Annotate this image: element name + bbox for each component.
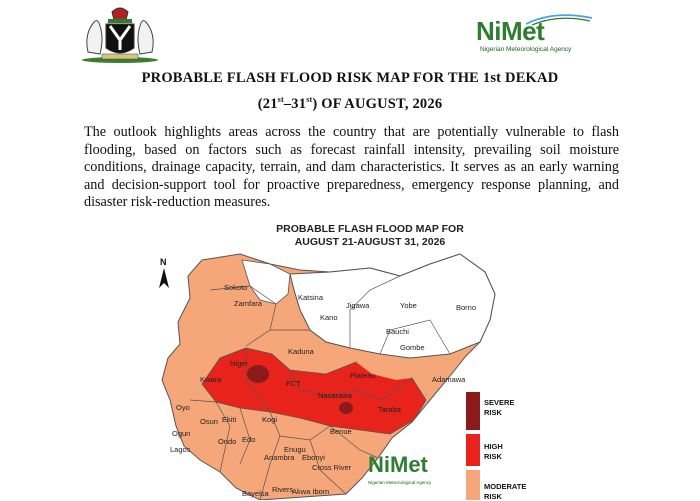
logo-text: NiMet (476, 16, 545, 46)
state-label-sokoto: Sokoto (224, 283, 247, 292)
state-label-edo: Edo (242, 435, 255, 444)
state-label-ebonyi: Ebonyi (302, 453, 325, 462)
north-arrow-icon: N (159, 257, 169, 288)
state-label-fct: FCT (286, 379, 301, 388)
nimet-logo: NiMet Nigerian Meteorological Agency (466, 12, 606, 58)
moderate-risk-pocket (356, 358, 412, 380)
state-label-ogun: Ogun (172, 429, 190, 438)
state-label-katsina: Katsina (298, 293, 324, 302)
state-label-plateau: Plateau (350, 371, 375, 380)
state-label-enugu: Enugu (284, 445, 306, 454)
state-label-jigawa: Jigawa (346, 301, 370, 310)
state-label-nasarawa: Nasarawa (318, 391, 353, 400)
map-logo-text: NiMet (368, 452, 428, 477)
legend-label-severe: SEVERE RISK (484, 398, 515, 417)
state-label-bayelsa: Bayelsa (242, 489, 270, 498)
map-title: PROBABLE FLASH FLOOD MAP FOR AUGUST 21-A… (276, 223, 464, 248)
state-label-yobe: Yobe (400, 301, 417, 310)
state-label-osun: Osun (200, 417, 218, 426)
north-label: N (160, 257, 167, 267)
logo-swoosh-icon (525, 14, 593, 26)
state-label-bauchi: Bauchi (386, 327, 409, 336)
state-label-taraba: Taraba (378, 405, 402, 414)
state-label-anambra: Anambra (264, 453, 295, 462)
coat-of-arms-icon (82, 7, 158, 63)
state-label-gombe: Gombe (400, 343, 425, 352)
state-label-niger: Niger (230, 359, 248, 368)
logo-tagline: Nigerian Meteorological Agency (480, 46, 572, 53)
state-label-benue: Benue (330, 427, 352, 436)
state-label-oyo: Oyo (176, 403, 190, 412)
state-label-kano: Kano (320, 313, 338, 322)
severe-risk-spot-niger (247, 365, 269, 383)
legend-label-moderate: MODERATE RISK (484, 482, 527, 501)
low-risk-zone-west (241, 259, 291, 305)
page-subtitle: (21st–31st) OF AUGUST, 2026 (257, 95, 443, 112)
state-label-borno: Borno (456, 303, 476, 312)
state-label-kogi: Kogi (262, 415, 277, 424)
map-logo-tagline: Nigerian Meteorological Agency (368, 480, 432, 485)
state-label-lagos: Lagos (170, 445, 191, 454)
state-label-rivers: Rivers (272, 485, 294, 494)
state-label-kwara: Kwara (200, 375, 222, 384)
flood-risk-map: Sokoto Zamfara Katsina Jigawa Yobe Borno… (161, 253, 496, 500)
state-label-ekiti: Ekiti (222, 415, 237, 424)
severe-risk-spot-benue (339, 402, 353, 414)
state-boundaries (189, 273, 451, 500)
state-label-kaduna: Kaduna (288, 347, 315, 356)
page-title: PROBABLE FLASH FLOOD RISK MAP FOR THE 1s… (141, 70, 559, 86)
legend-swatch-moderate (466, 470, 480, 500)
legend-swatch-severe (466, 392, 480, 430)
state-label-adamawa: Adamawa (432, 375, 466, 384)
legend-swatch-high (466, 434, 480, 466)
intro-paragraph: The outlook highlights areas across the … (84, 124, 619, 210)
map-nimet-logo: NiMet Nigerian Meteorological Agency (366, 452, 432, 492)
state-label-zamfara: Zamfara (234, 299, 263, 308)
state-label-akwa-ibom: Akwa Ibom (292, 487, 329, 496)
state-label-ondo: Ondo (218, 437, 236, 446)
state-label-cross-river: Cross River (312, 463, 352, 472)
map-legend: SEVERE RISK HIGH RISK MODERATE RISK (462, 390, 542, 501)
legend-label-high: HIGH RISK (484, 442, 503, 461)
